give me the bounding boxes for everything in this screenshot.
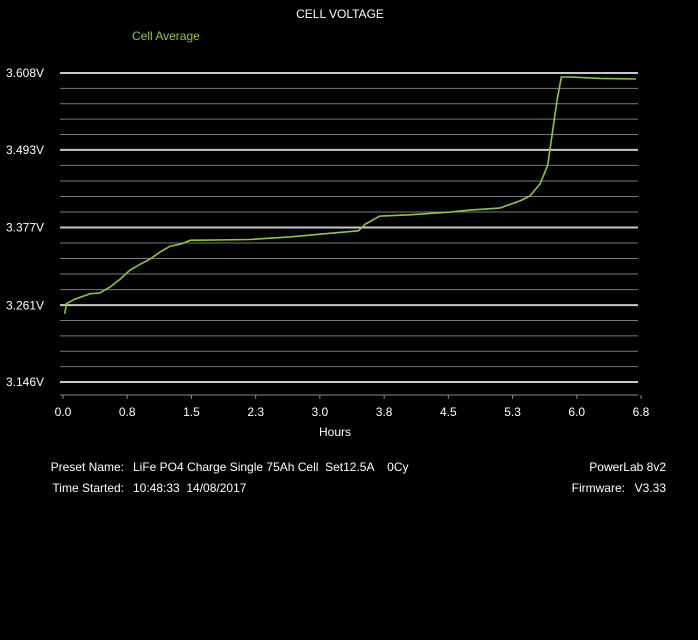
- y-tick-label: 3.146V: [6, 375, 44, 389]
- x-tick-label: 2.3: [247, 405, 264, 419]
- chart-title: CELL VOLTAGE: [296, 7, 384, 21]
- y-tick-label: 3.261V: [6, 298, 44, 312]
- y-tick-label: 3.608V: [6, 66, 44, 80]
- x-axis-label: Hours: [319, 425, 351, 439]
- x-tick-label: 0.8: [119, 405, 136, 419]
- x-tick-label: 6.0: [568, 405, 585, 419]
- legend-label: Cell Average: [132, 29, 200, 43]
- preset: LiFe PO4 Charge Single 75Ah Cell Set12.5…: [133, 460, 409, 474]
- firmware: V3.33: [635, 481, 667, 495]
- data-line: [63, 76, 636, 314]
- y-tick-label: 3.377V: [6, 221, 44, 235]
- preset-label: Preset Name:: [51, 460, 124, 474]
- firmware-label: Firmware:: [572, 481, 625, 495]
- x-tick-label: 4.5: [440, 405, 457, 419]
- x-tick-label: 1.5: [183, 405, 200, 419]
- x-tick-label: 0.0: [55, 405, 72, 419]
- x-tick-label: 3.0: [312, 405, 329, 419]
- x-tick-label: 6.8: [633, 405, 650, 419]
- time: 10:48:33 14/08/2017: [133, 481, 247, 495]
- x-tick-label: 5.3: [504, 405, 521, 419]
- x-tick-label: 3.8: [376, 405, 393, 419]
- time-label: Time Started:: [52, 481, 124, 495]
- y-tick-label: 3.493V: [6, 143, 44, 157]
- device: PowerLab 8v2: [589, 460, 666, 474]
